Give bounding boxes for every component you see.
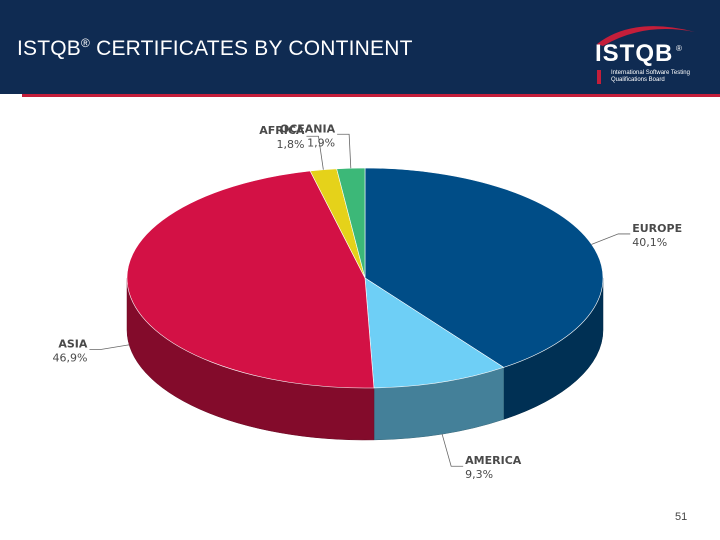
leader-line-asia (89, 344, 130, 350)
header-accent-line (22, 94, 720, 97)
label-name-africa: AFRICA (259, 124, 305, 137)
label-name-oceania: OCEANIA (280, 122, 336, 135)
leader-line-africa (306, 135, 324, 170)
leader-line-europe (591, 233, 631, 245)
logo-subtitle: International Software Testing Qualifica… (611, 70, 690, 83)
label-value-asia: 46,9% (52, 351, 87, 364)
header-bar: ISTQB® CERTIFICATES BY CONTINENT ISTQB ®… (0, 0, 720, 94)
logo-registered-mark: ® (676, 44, 682, 53)
page-number: 51 (675, 511, 688, 523)
pie-slice-asia (126, 170, 375, 389)
label-value-europe: 40,1% (632, 236, 667, 249)
logo-text: ISTQB (595, 40, 674, 67)
label-name-asia: ASIA (58, 337, 88, 350)
label-value-africa: 1,8% (276, 138, 304, 151)
istqb-logo: ISTQB ® International Software Testing Q… (583, 20, 703, 88)
label-name-america: AMERICA (465, 454, 522, 467)
pie-slice-europe (364, 167, 604, 368)
pie-side-walls (126, 277, 604, 441)
pie-slice-america (364, 277, 505, 389)
leader-line-oceania (337, 133, 352, 169)
label-value-america: 9,3% (465, 468, 493, 481)
label-value-oceania: 1,9% (307, 136, 335, 149)
leader-line-america (441, 433, 464, 467)
pie-slice-oceania (336, 167, 366, 279)
pie-top-faces (126, 167, 604, 389)
logo-swoosh-icon (597, 26, 695, 84)
page-title: ISTQB® CERTIFICATES BY CONTINENT (17, 36, 413, 60)
label-name-europe: EUROPE (632, 222, 682, 235)
